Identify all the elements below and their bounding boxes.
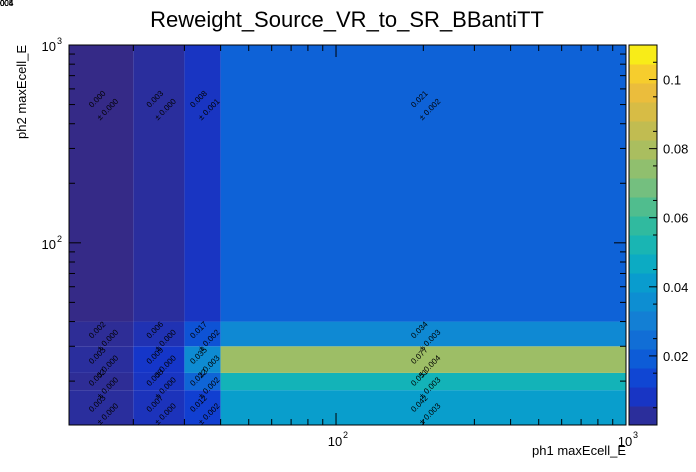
color-scale-band — [629, 235, 657, 255]
x-tick-label: 10 — [328, 434, 342, 449]
heatmap-cell — [69, 45, 134, 322]
heatmap-cell — [184, 346, 221, 373]
heatmap-cell — [69, 346, 134, 373]
plot-frame — [68, 44, 627, 426]
color-scale-band — [629, 254, 657, 274]
color-scale-band — [629, 83, 657, 103]
heatmap-cell — [220, 45, 627, 322]
y-tick-exponent: 3 — [57, 36, 62, 46]
color-scale-tick-label: 0.02 — [663, 349, 688, 364]
heatmap-cell — [184, 390, 221, 425]
cell-error-label: ± 0.004 — [0, 0, 14, 8]
heatmap-cell — [133, 346, 185, 373]
axes: 10 2 10 310 210 3 — [42, 36, 638, 449]
x-tick-exponent: 2 — [343, 430, 348, 440]
color-scale-band — [629, 330, 657, 350]
heatmap-cell — [69, 372, 134, 391]
color-scale-band — [629, 406, 657, 426]
color-scale-band — [629, 368, 657, 388]
color-scale-band — [629, 64, 657, 84]
color-scale-band — [629, 387, 657, 407]
chart-title: Reweight_Source_VR_to_SR_BBantiTT — [150, 7, 544, 32]
color-scale-band — [629, 349, 657, 369]
cell-error-label: ± 0.005 — [0, 0, 14, 8]
color-scale-band — [629, 273, 657, 293]
heatmap-cell — [184, 321, 221, 347]
color-scale-band — [629, 197, 657, 217]
x-tick-label: 10 — [618, 434, 632, 449]
color-scale-band — [629, 178, 657, 198]
color-scale-tick-label: 0.06 — [663, 211, 688, 226]
x-tick-exponent: 3 — [633, 430, 638, 440]
cell-error-label: ± 0.004 — [0, 0, 14, 8]
color-scale-tick-label: 0.04 — [663, 280, 688, 295]
color-scale-tick-label: 0.1 — [663, 73, 681, 88]
color-scale-band — [629, 292, 657, 312]
heatmap-cell — [69, 390, 134, 425]
color-scale-band — [629, 121, 657, 141]
y-tick-label: 10 — [42, 39, 56, 54]
color-scale-band — [629, 159, 657, 179]
color-scale-band — [629, 311, 657, 331]
heatmap-cells — [69, 45, 627, 425]
color-scale-band — [629, 102, 657, 122]
cell-error-label: ± 0.004 — [0, 0, 14, 8]
heatmap-cell — [133, 321, 185, 347]
heatmap-cell — [220, 321, 627, 347]
color-scale-band — [629, 216, 657, 236]
heatmap-cell — [184, 45, 221, 322]
heatmap-cell — [133, 372, 185, 391]
y-tick-exponent: 2 — [57, 234, 62, 244]
heatmap-cell — [69, 321, 134, 347]
x-axis-label: ph1 maxEcell_E — [532, 443, 626, 458]
y-tick-label: 10 — [42, 237, 56, 252]
color-scale-tick-label: 0.08 — [663, 142, 688, 157]
cell-error-label: ± 0.004 — [0, 0, 14, 8]
heatmap-cell — [220, 346, 627, 373]
color-scale-band — [629, 140, 657, 160]
heatmap-cell — [133, 390, 185, 425]
color-scale: 0.02 0.04 0.06 0.08 0.1 — [628, 44, 688, 426]
y-axis-label: ph2 maxEcell_E — [14, 45, 29, 139]
heatmap-cell — [133, 45, 185, 322]
color-scale-band — [629, 45, 657, 65]
heatmap-cell — [220, 372, 627, 391]
heatmap-cell — [184, 372, 221, 391]
